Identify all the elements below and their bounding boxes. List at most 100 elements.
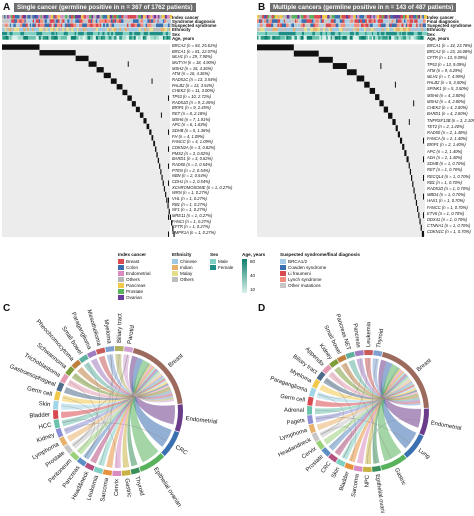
track-cell — [382, 36, 386, 40]
track-cell — [323, 19, 327, 23]
track-cell — [143, 19, 146, 23]
gene-label: ADA (n = 2, 1.40%) — [427, 154, 463, 160]
sector-label: Sarcoma — [351, 473, 361, 498]
track-cell — [318, 23, 322, 28]
track-cell — [332, 27, 336, 32]
track-cell — [102, 36, 106, 40]
track-cell — [105, 23, 107, 28]
track-cell — [67, 36, 70, 40]
track-cell — [136, 27, 139, 32]
track-cell — [169, 19, 171, 23]
track-cell — [320, 15, 323, 19]
legend-syndrome-title: Suspected syndrome/final diagnosis — [280, 252, 360, 257]
track-cell — [288, 36, 292, 40]
sector-arc — [353, 465, 363, 472]
track-cell — [358, 27, 362, 32]
track-cell — [413, 31, 416, 36]
chord-ribbon — [71, 372, 171, 398]
track-cell — [89, 23, 94, 28]
track-cell — [338, 23, 340, 28]
track-cell — [133, 23, 135, 28]
track-cell — [27, 19, 31, 23]
sector-label: Epithelial ovarian — [374, 474, 386, 513]
track-cell — [93, 19, 97, 23]
track-cell — [340, 15, 342, 19]
sector-arc — [139, 453, 165, 472]
track-cell — [320, 19, 323, 23]
track-cell — [361, 31, 364, 36]
chord-ribbon — [315, 381, 413, 423]
gene-label: PMS2 (n = 3, 0.82%) — [172, 150, 211, 156]
track-cell — [65, 15, 68, 19]
legend-ethnicity-item: Malay — [172, 271, 197, 277]
track-cell — [400, 31, 403, 36]
sector-arc — [372, 465, 382, 472]
track-cell — [143, 23, 147, 28]
track-cell — [96, 31, 99, 36]
track-cell — [287, 27, 291, 32]
legend-index-cancer-item: Prostate — [118, 289, 151, 295]
track-cell — [377, 23, 381, 28]
gene-label: ETV6 (n = 1, 0.70%) — [427, 210, 465, 216]
mutation-tick — [394, 81, 396, 88]
track-cell — [389, 19, 393, 23]
track-cell — [54, 23, 58, 28]
sector-arc — [344, 462, 354, 471]
track-cell — [88, 36, 91, 40]
track-cell — [131, 15, 135, 19]
track-cell — [75, 19, 78, 23]
track-cell — [355, 23, 358, 28]
gene-label: FH (n = 4, 1.09%) — [172, 133, 205, 139]
track-cell — [41, 27, 44, 32]
legend-age-title: Age, years — [242, 252, 266, 257]
legend-label: Lynch syndrome — [288, 277, 322, 282]
track-cell — [146, 15, 149, 19]
track-cell — [51, 31, 55, 36]
track-cell — [268, 19, 270, 23]
track-cell — [300, 36, 302, 40]
track-cell — [57, 19, 60, 23]
gene-label: BRCA2 (n = 23, 16.08%) — [427, 49, 473, 55]
track-cell — [376, 27, 380, 32]
track-cell — [29, 31, 33, 36]
mutation-block — [161, 174, 163, 181]
track-cell — [166, 36, 169, 40]
sector-arc — [76, 457, 87, 467]
legend-label: Prostate — [126, 289, 144, 294]
gene-label: BRCA2 (n = 84, 25.61%) — [172, 42, 218, 48]
track-cell — [288, 31, 292, 36]
track-cell — [354, 36, 358, 40]
track-cell — [137, 23, 141, 28]
track-cell — [262, 23, 264, 28]
track-cell — [417, 19, 421, 23]
track-cell — [12, 15, 16, 19]
mutation-block — [293, 50, 319, 57]
track-cell — [269, 15, 272, 19]
track-cell — [162, 31, 167, 36]
track-cell — [151, 15, 155, 19]
track-cell — [43, 15, 46, 19]
track-cell — [366, 15, 370, 19]
track-cell — [366, 19, 369, 23]
track-row — [2, 19, 171, 23]
panel-c-label: C — [3, 303, 11, 314]
track-cell — [66, 27, 70, 32]
track-cell — [149, 27, 153, 32]
matrix-background — [257, 44, 425, 238]
chord-ribbon — [90, 358, 173, 399]
track-cell — [262, 27, 265, 32]
track-cell — [345, 36, 348, 40]
track-cell — [383, 31, 385, 36]
track-cell — [386, 23, 390, 28]
chord-ribbon — [316, 386, 416, 403]
track-cell — [101, 36, 103, 40]
track-cell — [316, 19, 320, 23]
track-cell — [140, 36, 144, 40]
track-cell — [89, 36, 94, 40]
track-cell — [393, 15, 395, 19]
track-cell — [158, 23, 162, 28]
legend-swatch — [118, 271, 124, 277]
track-cell — [385, 27, 387, 32]
track-cell — [393, 31, 398, 36]
track-cell — [290, 23, 292, 28]
